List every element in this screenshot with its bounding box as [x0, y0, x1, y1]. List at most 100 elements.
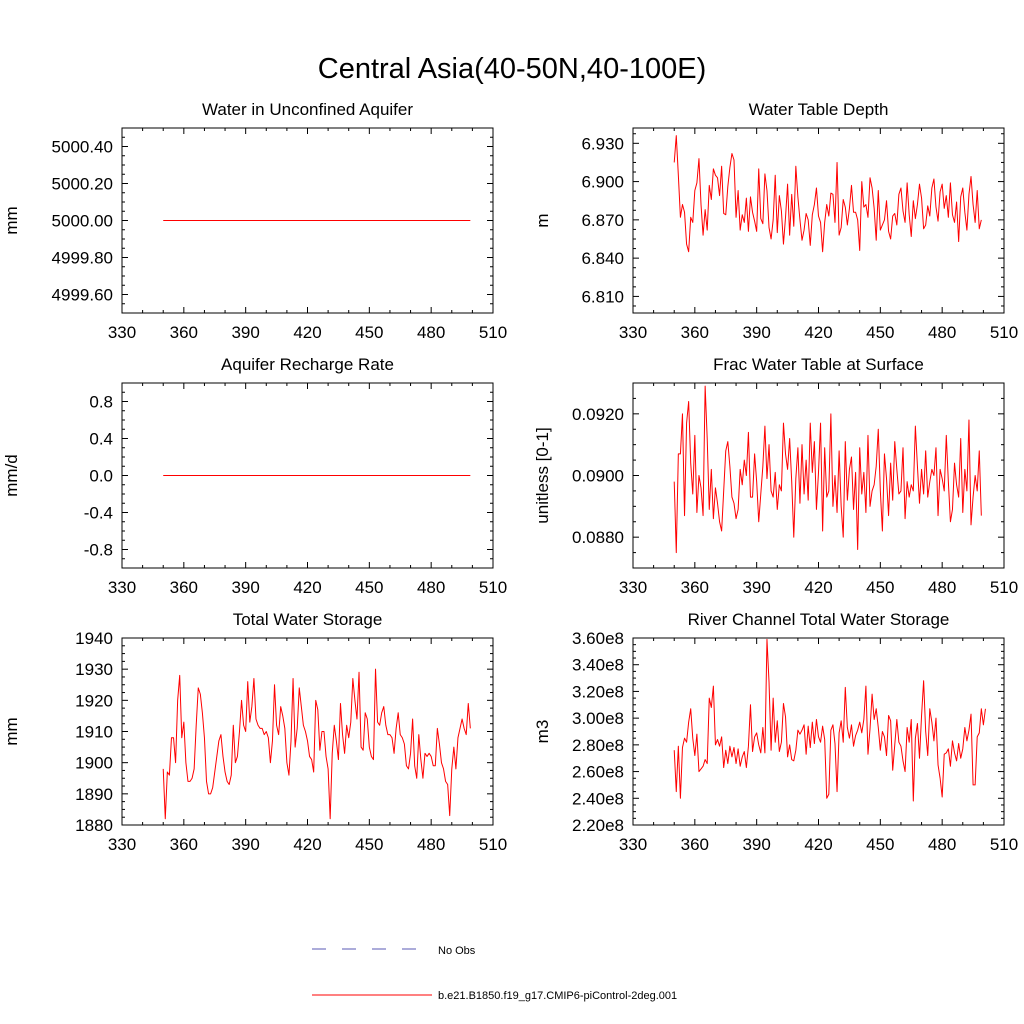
- y-axis-label: m3: [533, 720, 552, 744]
- x-tick-label: 480: [417, 578, 445, 597]
- panel-title: River Channel Total Water Storage: [688, 610, 950, 629]
- y-axis-label: mm/d: [2, 454, 21, 497]
- figure-title: Central Asia(40-50N,40-100E): [318, 53, 706, 85]
- series-line: [162, 668, 471, 820]
- x-tick-label: 510: [479, 835, 507, 854]
- y-tick-label: 1880: [75, 816, 113, 835]
- x-tick-label: 330: [108, 578, 136, 597]
- series-line: [673, 135, 982, 253]
- x-tick-label: 510: [479, 578, 507, 597]
- y-tick-label: 0.0900: [572, 467, 624, 486]
- x-tick-label: 330: [108, 323, 136, 342]
- plot-frame: [632, 637, 1005, 826]
- y-axis-label: mm: [2, 717, 21, 745]
- y-tick-label: 6.930: [581, 134, 624, 153]
- x-tick-label: 390: [742, 323, 770, 342]
- x-tick-label: 360: [681, 578, 709, 597]
- y-tick-label: 2.20e8: [572, 816, 624, 835]
- y-tick-label: 2.60e8: [572, 763, 624, 782]
- x-tick-label: 420: [293, 835, 321, 854]
- x-tick-label: 390: [231, 323, 259, 342]
- x-tick-label: 480: [928, 578, 956, 597]
- legend: No Obs b.e21.B1850.f19_g17.CMIP6-piContr…: [312, 945, 677, 1002]
- y-tick-label: 1910: [75, 723, 113, 742]
- y-tick-label: 2.40e8: [572, 789, 624, 808]
- y-tick-label: 3.20e8: [572, 682, 624, 701]
- x-tick-label: 360: [170, 835, 198, 854]
- panel-title: Water in Unconfined Aquifer: [202, 100, 413, 119]
- panels-group: Water in Unconfined Aquifer 330 360 390 420 4…: [2, 100, 1018, 854]
- y-tick-label: 0.0880: [572, 528, 624, 547]
- y-tick-label: 4999.80: [52, 249, 113, 268]
- x-tick-label: 330: [619, 323, 647, 342]
- x-tick-label: 330: [619, 835, 647, 854]
- panel-1: Water in Unconfined Aquifer 330 360 390 420 4…: [2, 100, 507, 342]
- y-axis-label: mm: [2, 206, 21, 234]
- x-tick-label: 450: [866, 835, 894, 854]
- y-tick-label: 3.40e8: [572, 656, 624, 675]
- y-tick-label: 0.0: [89, 467, 113, 486]
- x-tick-label: 450: [355, 835, 383, 854]
- series-line: [673, 385, 982, 554]
- y-tick-label: -0.8: [84, 541, 113, 560]
- x-tick-label: 420: [804, 835, 832, 854]
- legend-label-no-obs: No Obs: [438, 945, 476, 957]
- x-tick-label: 510: [990, 323, 1018, 342]
- x-tick-label: 450: [866, 323, 894, 342]
- x-tick-label: 510: [990, 835, 1018, 854]
- series-line: [673, 638, 986, 802]
- y-tick-label: 5000.00: [52, 212, 113, 231]
- plot-frame: [632, 127, 1005, 314]
- y-tick-label: 0.0920: [572, 405, 624, 424]
- x-tick-label: 360: [170, 323, 198, 342]
- x-tick-label: 510: [479, 323, 507, 342]
- x-tick-label: 420: [293, 323, 321, 342]
- x-tick-label: 420: [804, 323, 832, 342]
- y-tick-label: 5000.20: [52, 175, 113, 194]
- x-tick-label: 390: [742, 835, 770, 854]
- y-tick-label: 1930: [75, 660, 113, 679]
- x-tick-label: 450: [866, 578, 894, 597]
- x-tick-label: 450: [355, 323, 383, 342]
- x-tick-label: 360: [170, 578, 198, 597]
- x-tick-label: 330: [108, 835, 136, 854]
- y-tick-label: 0.8: [89, 393, 113, 412]
- x-tick-label: 480: [928, 323, 956, 342]
- x-tick-label: 330: [619, 578, 647, 597]
- x-tick-label: 390: [231, 578, 259, 597]
- y-tick-label: 1890: [75, 785, 113, 804]
- x-tick-label: 480: [417, 835, 445, 854]
- y-tick-label: 0.4: [89, 430, 113, 449]
- y-tick-label: 1900: [75, 754, 113, 773]
- y-tick-label: 6.840: [581, 249, 624, 268]
- x-tick-label: 450: [355, 578, 383, 597]
- x-tick-label: 360: [681, 835, 709, 854]
- panel-title: Total Water Storage: [233, 610, 383, 629]
- panel-title: Frac Water Table at Surface: [713, 355, 924, 374]
- panel-title: Water Table Depth: [749, 100, 889, 119]
- x-tick-label: 480: [928, 835, 956, 854]
- y-tick-label: 6.870: [581, 211, 624, 230]
- panel-title: Aquifer Recharge Rate: [221, 355, 394, 374]
- y-tick-label: 6.900: [581, 173, 624, 192]
- panel-6: River Channel Total Water Storage 330 360 3…: [533, 610, 1018, 854]
- y-tick-label: 1920: [75, 691, 113, 710]
- x-tick-label: 390: [742, 578, 770, 597]
- y-axis-label: m: [533, 213, 552, 227]
- y-tick-label: 5000.40: [52, 138, 113, 157]
- x-tick-label: 420: [293, 578, 321, 597]
- y-tick-label: 2.80e8: [572, 736, 624, 755]
- y-tick-label: 3.00e8: [572, 709, 624, 728]
- panel-3: Aquifer Recharge Rate 330 360 390 420 450 480 5…: [2, 355, 507, 597]
- x-tick-label: 420: [804, 578, 832, 597]
- x-tick-label: 360: [681, 323, 709, 342]
- panel-2: Water Table Depth 330 360 390 420 450 480 510 6.…: [533, 100, 1018, 342]
- x-tick-label: 390: [231, 835, 259, 854]
- panel-5: Total Water Storage 330 360 390 420 450 480 510…: [2, 610, 507, 854]
- y-tick-label: 4999.60: [52, 286, 113, 305]
- x-tick-label: 510: [990, 578, 1018, 597]
- y-axis-label: unitless [0-1]: [533, 427, 552, 523]
- y-tick-label: 6.810: [581, 287, 624, 306]
- y-tick-label: 3.60e8: [572, 629, 624, 648]
